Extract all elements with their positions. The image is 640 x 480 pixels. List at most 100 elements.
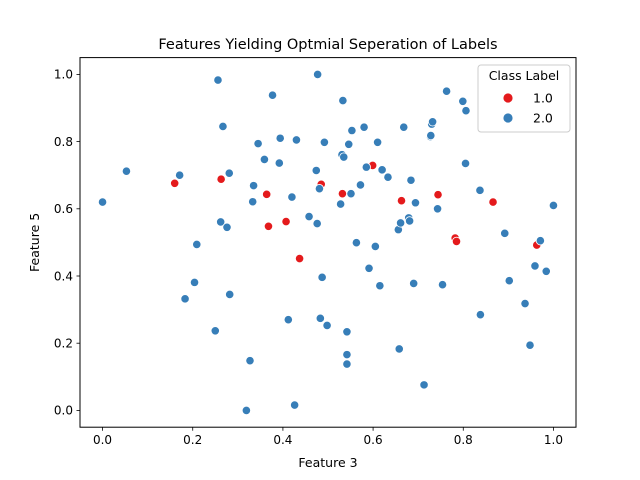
- x-tick-label: 0.8: [454, 433, 473, 447]
- data-point-series-2-46: [351, 238, 362, 248]
- data-point-series-2-76: [475, 185, 485, 195]
- data-point-series-2-33: [317, 272, 327, 282]
- data-point-series-2-75: [461, 106, 471, 116]
- data-point-series-2-22: [275, 133, 285, 143]
- data-point-series-2-36: [336, 199, 346, 209]
- data-point-series-2-12: [224, 168, 234, 178]
- data-point-series-2-34: [319, 137, 329, 147]
- data-point-series-2-55: [383, 172, 393, 182]
- data-point-series-2-61: [405, 216, 415, 226]
- data-point-series-2-58: [395, 218, 406, 228]
- data-point-series-1-5: [281, 216, 291, 227]
- data-point-series-2-84: [541, 266, 551, 276]
- data-point-series-2-14: [241, 405, 251, 415]
- data-point-series-2-3: [175, 170, 185, 180]
- data-point-series-2-30: [313, 69, 323, 80]
- x-axis-label: Feature 3: [298, 455, 357, 470]
- y-axis-label: Feature 5: [27, 213, 42, 272]
- y-tick-label: 1.0: [54, 68, 73, 82]
- data-point-series-2-73: [458, 96, 468, 106]
- legend-marker-series-1: [502, 92, 514, 104]
- data-point-series-2-19: [259, 154, 270, 165]
- data-point-series-1-10: [396, 196, 407, 206]
- x-tick-label: 0.0: [93, 433, 112, 447]
- data-point-series-2-42: [342, 359, 352, 369]
- data-point-series-2-24: [287, 192, 297, 202]
- data-point-series-2-9: [216, 217, 226, 227]
- data-point-series-2-4: [180, 294, 190, 304]
- data-point-series-2-10: [218, 121, 228, 132]
- data-point-series-2-35: [322, 320, 332, 330]
- points-layer: [97, 69, 559, 415]
- data-point-series-2-52: [372, 137, 383, 147]
- data-point-series-2-47: [355, 180, 366, 190]
- data-point-series-1-6: [294, 253, 305, 264]
- data-point-series-2-26: [291, 135, 302, 145]
- data-point-series-2-23: [283, 315, 293, 325]
- data-point-series-2-54: [377, 165, 387, 175]
- y-axis: 0.0 0.2 0.4 0.6 0.8 1.0: [54, 68, 80, 418]
- data-point-series-2-72: [441, 86, 452, 96]
- legend: Class Label 1.0 2.0: [477, 64, 571, 133]
- data-point-series-2-28: [311, 165, 321, 176]
- y-tick-label: 0.8: [54, 135, 73, 149]
- data-point-series-1-14: [488, 197, 498, 207]
- data-point-series-1-13: [451, 236, 462, 246]
- data-point-series-2-40: [342, 327, 352, 337]
- data-point-series-2-85: [548, 200, 559, 211]
- data-point-series-2-64: [410, 198, 421, 208]
- data-point-series-2-17: [249, 181, 259, 191]
- data-point-series-2-80: [520, 298, 530, 309]
- data-point-series-2-49: [361, 162, 371, 172]
- data-point-series-2-83: [535, 236, 545, 246]
- x-axis: 0.0 0.2 0.4 0.6 0.8 1.0: [93, 427, 563, 447]
- data-point-series-2-1: [97, 197, 108, 207]
- data-point-series-2-11: [222, 222, 232, 232]
- data-point-series-2-16: [248, 197, 258, 207]
- data-point-series-2-74: [460, 158, 471, 169]
- data-point-series-1-3: [262, 189, 272, 199]
- x-tick-label: 1.0: [544, 433, 563, 447]
- data-point-series-2-18: [253, 139, 263, 149]
- data-point-series-2-82: [530, 261, 540, 271]
- data-point-series-2-57: [394, 344, 404, 354]
- plot-frame: [79, 57, 577, 428]
- data-point-series-2-8: [213, 75, 223, 85]
- x-tick-label: 0.6: [364, 433, 383, 447]
- chart-title: Features Yielding Optmial Seperation of …: [158, 37, 497, 53]
- data-point-series-2-6: [192, 239, 202, 250]
- data-point-series-2-79: [504, 276, 514, 286]
- data-point-series-2-51: [370, 241, 380, 252]
- data-point-series-2-44: [346, 189, 356, 199]
- y-tick-label: 0.4: [54, 269, 73, 283]
- data-point-series-2-81: [525, 340, 535, 350]
- data-point-series-2-2: [121, 166, 132, 176]
- data-point-series-2-21: [274, 158, 284, 168]
- data-point-series-2-59: [399, 122, 409, 132]
- data-point-series-2-20: [267, 90, 278, 100]
- y-tick-label: 0.0: [54, 404, 73, 418]
- legend-box: [477, 64, 571, 133]
- data-point-series-2-39: [339, 152, 349, 162]
- data-point-series-1-8: [337, 189, 348, 199]
- data-point-series-2-15: [245, 356, 255, 366]
- legend-label-series-1: 1.0: [533, 91, 553, 106]
- data-point-series-2-53: [375, 281, 385, 291]
- x-tick-label: 0.4: [273, 433, 292, 447]
- data-point-series-2-29: [312, 218, 322, 229]
- data-point-series-2-5: [189, 277, 200, 287]
- data-point-series-2-62: [406, 175, 416, 185]
- data-point-series-2-67: [426, 130, 436, 141]
- data-point-series-2-65: [419, 380, 429, 390]
- data-point-series-1-11: [433, 190, 443, 200]
- data-point-series-2-69: [428, 117, 438, 127]
- data-point-series-2-41: [342, 350, 352, 360]
- data-point-series-2-50: [364, 263, 374, 273]
- data-point-series-2-25: [290, 400, 300, 410]
- data-point-series-2-27: [304, 211, 314, 222]
- data-point-series-2-31: [314, 184, 325, 194]
- y-tick-label: 0.6: [54, 202, 73, 216]
- data-point-series-2-70: [432, 204, 443, 214]
- data-point-series-2-77: [475, 310, 486, 320]
